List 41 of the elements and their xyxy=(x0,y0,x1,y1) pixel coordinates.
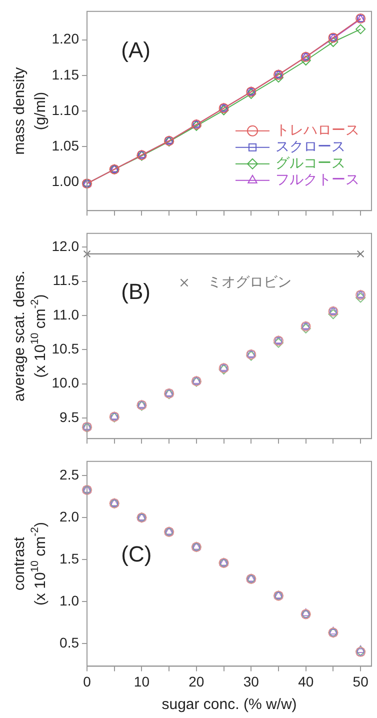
x-axis-title: sugar conc. (% w/w) xyxy=(162,696,297,714)
y-tick-label: 1.15 xyxy=(52,66,80,82)
y-tick-label: 1.0 xyxy=(60,592,80,608)
point xyxy=(328,309,338,320)
point xyxy=(356,250,364,258)
y-tick-label: 11.5 xyxy=(52,272,80,288)
y-tick-label: 10.5 xyxy=(52,340,80,357)
point xyxy=(83,250,91,258)
legend-label: フルクトース xyxy=(276,171,360,188)
annotation: (B) xyxy=(121,278,150,304)
y-tick-label: 9.5 xyxy=(60,408,80,425)
x-tick-label: 0 xyxy=(83,673,92,690)
x-tick-label: 30 xyxy=(243,673,260,690)
y-tick-label: 1.00 xyxy=(52,173,80,189)
y-tick-label: 12.0 xyxy=(52,238,80,254)
y-tick-label: 1.5 xyxy=(60,550,80,566)
legend-label: スクロース xyxy=(276,138,346,154)
point xyxy=(356,292,366,303)
point xyxy=(328,36,338,47)
y-tick-label: 1.05 xyxy=(52,137,80,154)
y-tick-label: 2.0 xyxy=(60,508,80,524)
y-tick-label: 2.5 xyxy=(60,466,80,483)
legend-label: ミオグロビン xyxy=(207,274,292,290)
y-tick-label: 11.0 xyxy=(52,306,80,322)
x-tick-label: 40 xyxy=(298,673,314,690)
point xyxy=(356,645,365,654)
y-tick-label: 1.20 xyxy=(52,30,80,47)
annotation: (C) xyxy=(121,542,152,567)
annotation: (A) xyxy=(121,37,150,62)
x-tick-label: 20 xyxy=(188,673,204,690)
y-tick-label: 0.5 xyxy=(60,634,80,650)
y-tick-label: 1.10 xyxy=(52,102,80,118)
point xyxy=(300,55,311,66)
point xyxy=(273,72,284,83)
point xyxy=(356,24,366,34)
legend-label: グルコース xyxy=(276,154,346,171)
x-tick-label: 10 xyxy=(134,673,150,690)
legend-label: トレハロース xyxy=(276,122,360,138)
y-tick-label: 10.0 xyxy=(52,374,80,391)
y-axis-title: mass density (g/ml) xyxy=(11,66,50,155)
x-tick-label: 50 xyxy=(352,673,369,690)
